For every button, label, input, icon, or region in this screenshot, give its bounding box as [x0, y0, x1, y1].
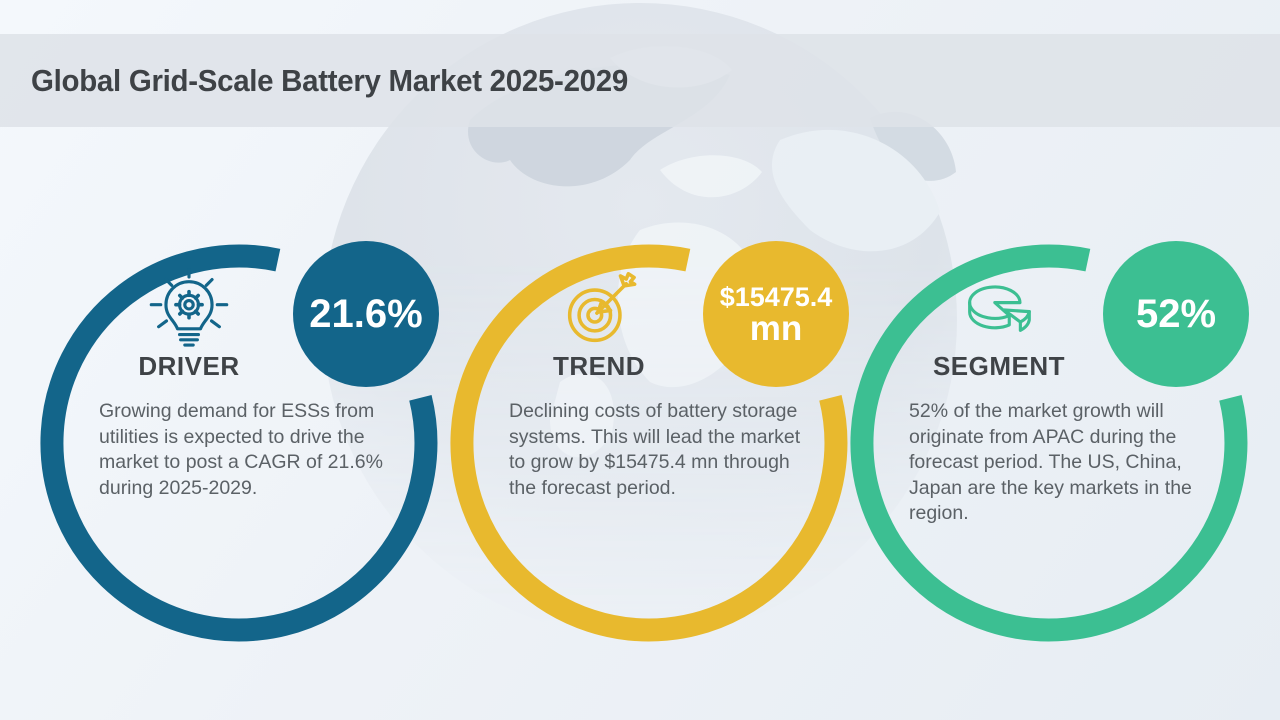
card-description: Growing demand for ESSs from utilities i…	[99, 400, 383, 499]
stat-value: 52%	[1135, 292, 1217, 336]
card-description: Declining costs of battery storage syste…	[509, 400, 801, 499]
page-title: Global Grid-Scale Battery Market 2025-20…	[31, 62, 628, 98]
card-trend: $15475.4 mn TREND Declining costs of bat…	[439, 233, 859, 663]
card-label: SEGMENT	[932, 351, 1066, 381]
lightbulb-gear-icon	[139, 267, 239, 355]
stat-value: $15475.4	[719, 281, 833, 312]
segment-ring	[850, 244, 1248, 642]
card-driver: 21.6%	[29, 233, 449, 663]
stat-value: 21.6%	[309, 292, 423, 336]
card-description: 52% of the market growth will originate …	[909, 400, 1192, 524]
driver-ring	[40, 244, 438, 642]
pie-chart-icon	[949, 267, 1049, 355]
stat-badge-trend: $15475.4 mn	[703, 241, 849, 387]
header-band: Global Grid-Scale Battery Market 2025-20…	[0, 34, 1280, 127]
card-label: TREND	[552, 351, 646, 381]
target-arrow-icon	[549, 267, 649, 355]
card-label: DRIVER	[138, 351, 240, 381]
trend-ring	[450, 244, 848, 642]
card-segment: 52% SEGMENT 52% of the market growth wil…	[839, 233, 1259, 663]
stat-badge-driver: 21.6%	[293, 241, 439, 387]
stat-badge-segment: 52%	[1103, 241, 1249, 387]
stat-unit: mn	[749, 308, 803, 348]
